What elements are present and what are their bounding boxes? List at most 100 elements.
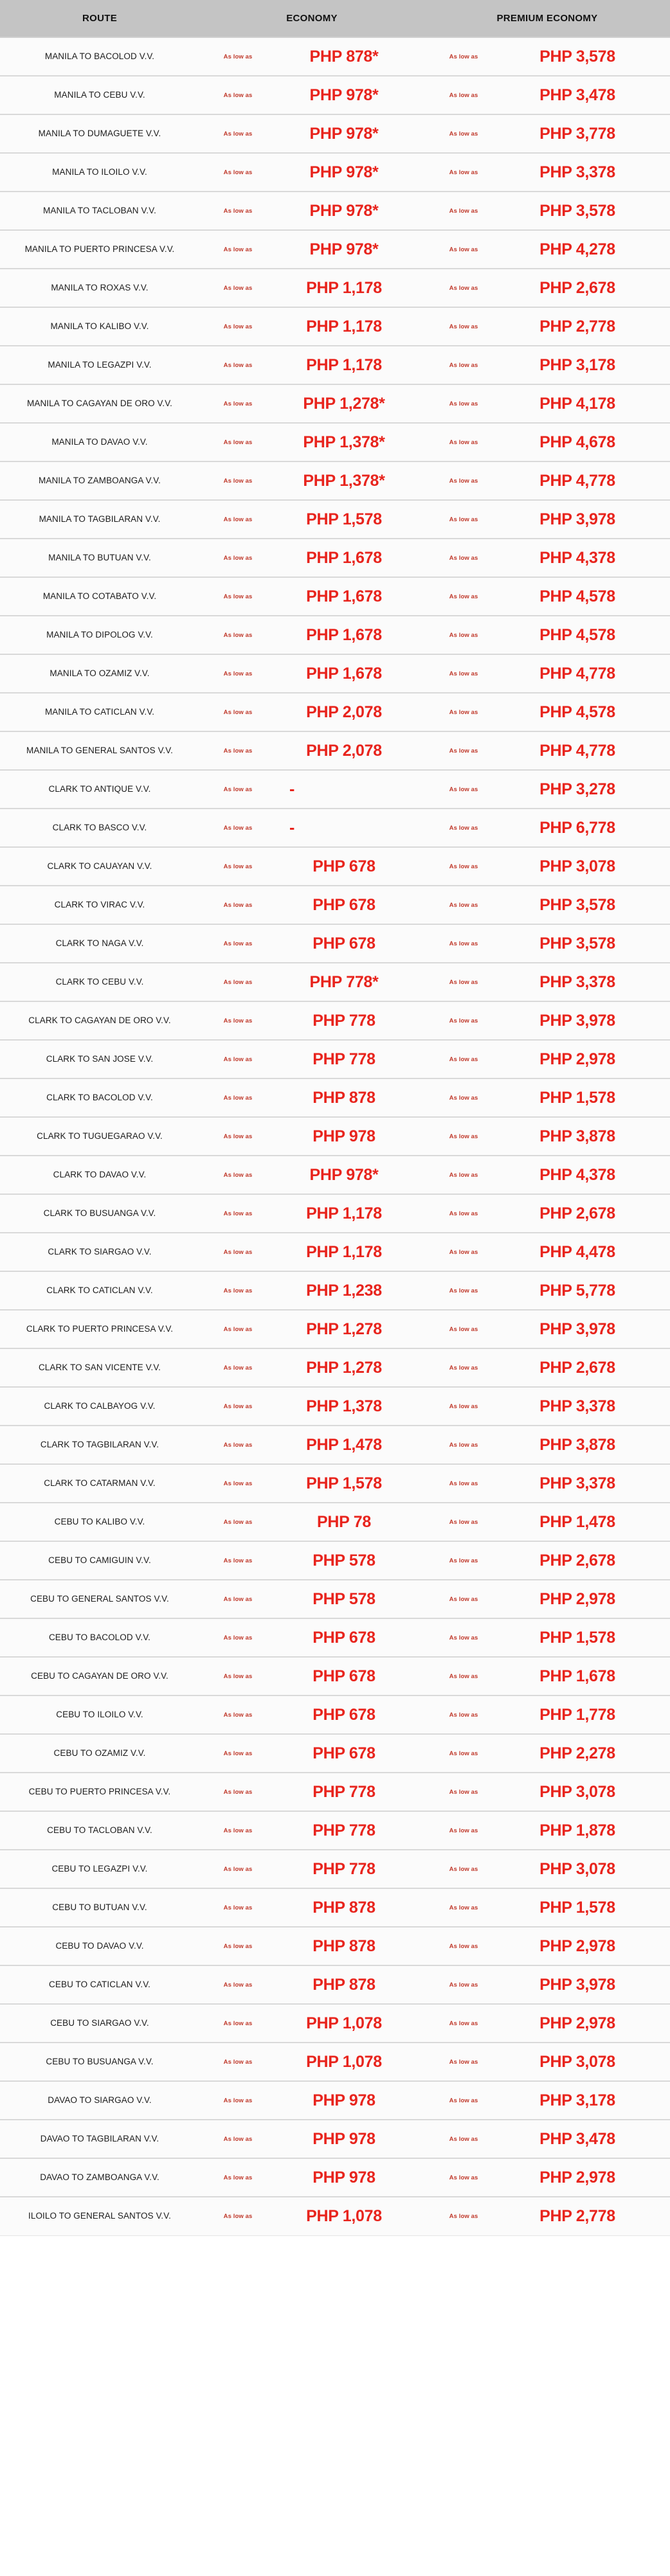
as-low-as-label: As low as	[449, 1942, 478, 1950]
economy-fare-cell: As low as PHP 1,178	[199, 307, 424, 346]
route-cell: CEBU TO BUTUAN V.V.	[0, 1888, 199, 1927]
premium-economy-price: PHP 3,178	[539, 355, 615, 374]
as-low-as-label: As low as	[223, 1210, 253, 1217]
premium-economy-fare-cell: As low as PHP 3,378	[424, 963, 670, 1001]
route-label: CEBU TO BUSUANGA V.V.	[46, 2056, 154, 2066]
economy-fare-cell: As low as PHP 778	[199, 1850, 424, 1888]
premium-economy-price: PHP 3,078	[539, 2052, 615, 2071]
premium-economy-fare-cell: As low as PHP 2,978	[424, 1927, 670, 1965]
premium-economy-fare-cell: As low as PHP 2,278	[424, 1734, 670, 1773]
as-low-as-label: As low as	[449, 246, 478, 253]
premium-economy-fare-cell: As low as PHP 5,778	[424, 1271, 670, 1310]
route-label: MANILA TO DUMAGUETE V.V.	[38, 128, 161, 138]
route-cell: CLARK TO VIRAC V.V.	[0, 886, 199, 924]
as-low-as-label: As low as	[223, 824, 253, 832]
economy-price: PHP 678	[312, 934, 376, 953]
economy-fare-cell: As low as PHP 1,278*	[199, 384, 424, 423]
route-label: MANILA TO DIPOLOG V.V.	[46, 629, 153, 640]
premium-economy-fare-cell: As low as PHP 4,778	[424, 731, 670, 770]
economy-fare-cell: As low as PHP 1,678	[199, 539, 424, 577]
economy-price: PHP 78	[317, 1512, 371, 1531]
premium-economy-fare-cell: As low as PHP 4,378	[424, 1156, 670, 1194]
table-row: CEBU TO KALIBO V.V. As low as PHP 78 As low…	[0, 1503, 670, 1541]
economy-price: PHP 978	[312, 2129, 376, 2148]
table-row: CLARK TO SIARGAO V.V. As low as PHP 1,178 A…	[0, 1233, 670, 1271]
as-low-as-label: As low as	[449, 1672, 478, 1680]
premium-economy-fare-cell: As low as PHP 4,678	[424, 423, 670, 461]
premium-economy-price: PHP 1,478	[539, 1512, 615, 1531]
premium-economy-price: PHP 3,778	[539, 124, 615, 143]
route-label: MANILA TO PUERTO PRINCESA V.V.	[24, 244, 175, 254]
route-label: CLARK TO BASCO V.V.	[52, 822, 147, 832]
economy-price: PHP 1,178	[306, 317, 382, 335]
route-cell: CLARK TO SAN VICENTE V.V.	[0, 1348, 199, 1387]
route-cell: CLARK TO BUSUANGA V.V.	[0, 1194, 199, 1233]
route-label: MANILA TO BACOLOD V.V.	[44, 51, 155, 61]
table-row: CLARK TO CALBAYOG V.V. As low as PHP 1,378…	[0, 1387, 670, 1426]
economy-price: -	[289, 780, 295, 798]
as-low-as-label: As low as	[223, 1132, 253, 1140]
table-row: CLARK TO BUSUANGA V.V. As low as PHP 1,178…	[0, 1194, 670, 1233]
as-low-as-label: As low as	[223, 1171, 253, 1179]
economy-price: PHP 1,278	[306, 1319, 382, 1338]
as-low-as-label: As low as	[449, 978, 478, 986]
as-low-as-label: As low as	[449, 863, 478, 870]
as-low-as-label: As low as	[223, 863, 253, 870]
economy-price: PHP 778	[312, 1782, 376, 1801]
route-cell: MANILA TO DUMAGUETE V.V.	[0, 114, 199, 153]
economy-price: PHP 978*	[309, 201, 379, 220]
economy-price: PHP 978	[312, 2168, 376, 2187]
route-cell: MANILA TO ROXAS V.V.	[0, 269, 199, 307]
economy-price: -	[289, 818, 295, 837]
premium-economy-fare-cell: As low as PHP 3,278	[424, 770, 670, 809]
table-row: CLARK TO CAGAYAN DE ORO V.V. As low as PHP…	[0, 1001, 670, 1040]
economy-price: PHP 1,178	[306, 278, 382, 297]
economy-fare-cell: As low as PHP 878	[199, 1888, 424, 1927]
as-low-as-label: As low as	[223, 1904, 253, 1911]
route-cell: MANILA TO KALIBO V.V.	[0, 307, 199, 346]
table-row: MANILA TO DIPOLOG V.V. As low as PHP 1,678…	[0, 616, 670, 654]
premium-economy-price: PHP 2,978	[539, 1589, 615, 1608]
as-low-as-label: As low as	[223, 284, 253, 292]
as-low-as-label: As low as	[223, 593, 253, 600]
as-low-as-label: As low as	[449, 1557, 478, 1564]
table-row: MANILA TO CAGAYAN DE ORO V.V. As low as PH…	[0, 384, 670, 423]
route-cell: CLARK TO NAGA V.V.	[0, 924, 199, 963]
economy-price: PHP 1,378*	[303, 471, 385, 490]
economy-fare-cell: As low as PHP 578	[199, 1541, 424, 1580]
economy-price: PHP 878*	[309, 47, 379, 66]
as-low-as-label: As low as	[223, 477, 253, 485]
table-row: MANILA TO ZAMBOANGA V.V. As low as PHP 1,3…	[0, 461, 670, 500]
route-cell: CEBU TO TACLOBAN V.V.	[0, 1811, 199, 1850]
as-low-as-label: As low as	[449, 1364, 478, 1372]
route-cell: CLARK TO CATARMAN V.V.	[0, 1464, 199, 1503]
table-row: MANILA TO DAVAO V.V. As low as PHP 1,378* A…	[0, 423, 670, 461]
route-label: MANILA TO CAGAYAN DE ORO V.V.	[27, 398, 172, 408]
economy-price: PHP 1,378	[306, 1397, 382, 1415]
economy-price: PHP 678	[312, 1628, 376, 1647]
economy-fare-cell: As low as PHP 878*	[199, 37, 424, 76]
table-row: MANILA TO DUMAGUETE V.V. As low as PHP 978…	[0, 114, 670, 153]
route-label: CEBU TO KALIBO V.V.	[54, 1516, 145, 1526]
premium-economy-fare-cell: As low as PHP 1,578	[424, 1618, 670, 1657]
premium-economy-price: PHP 3,078	[539, 1782, 615, 1801]
route-cell: CEBU TO CAMIGUIN V.V.	[0, 1541, 199, 1580]
premium-economy-price: PHP 3,578	[539, 47, 615, 66]
route-cell: MANILA TO CATICLAN V.V.	[0, 693, 199, 731]
as-low-as-label: As low as	[223, 1942, 253, 1950]
as-low-as-label: As low as	[449, 1634, 478, 1641]
premium-economy-fare-cell: As low as PHP 4,578	[424, 577, 670, 616]
economy-fare-cell: As low as PHP 978	[199, 2081, 424, 2120]
as-low-as-label: As low as	[223, 2097, 253, 2104]
premium-economy-price: PHP 3,378	[539, 163, 615, 181]
premium-economy-price: PHP 4,378	[539, 548, 615, 567]
route-label: CEBU TO BUTUAN V.V.	[52, 1902, 147, 1912]
route-cell: MANILA TO DIPOLOG V.V.	[0, 616, 199, 654]
premium-economy-fare-cell: As low as PHP 2,678	[424, 1541, 670, 1580]
route-label: CLARK TO TAGBILARAN V.V.	[40, 1439, 159, 1449]
premium-economy-price: PHP 3,478	[539, 2129, 615, 2148]
route-cell: MANILA TO CEBU V.V.	[0, 76, 199, 114]
table-row: CLARK TO VIRAC V.V. As low as PHP 678 As lo…	[0, 886, 670, 924]
as-low-as-label: As low as	[223, 1557, 253, 1564]
table-row: CEBU TO SIARGAO V.V. As low as PHP 1,078 As…	[0, 2004, 670, 2043]
